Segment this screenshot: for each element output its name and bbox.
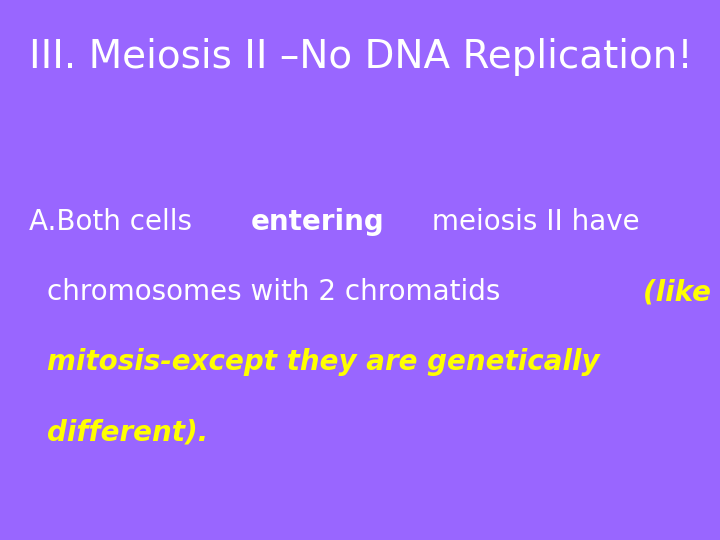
- Text: different).: different).: [47, 418, 208, 447]
- Text: chromosomes with 2 chromatids: chromosomes with 2 chromatids: [47, 278, 509, 306]
- Text: mitosis-except they are genetically: mitosis-except they are genetically: [47, 348, 600, 376]
- Text: (like in: (like in: [643, 278, 720, 306]
- Text: meiosis II have: meiosis II have: [423, 208, 640, 236]
- Text: A.Both cells: A.Both cells: [29, 208, 201, 236]
- Text: III. Meiosis II –No DNA Replication!: III. Meiosis II –No DNA Replication!: [29, 38, 693, 76]
- Text: entering: entering: [251, 208, 384, 236]
